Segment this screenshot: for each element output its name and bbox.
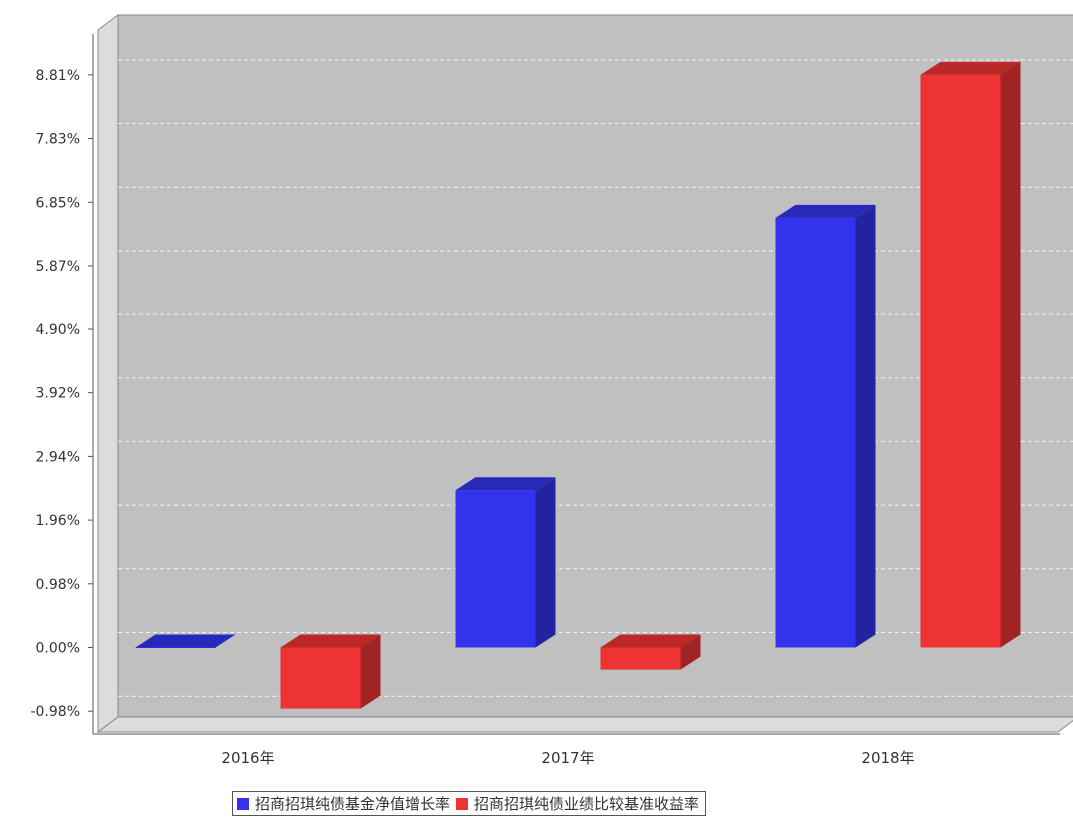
bar-side [1000, 61, 1021, 648]
bar-top [135, 634, 236, 648]
bar-side [360, 634, 381, 709]
bar-face [920, 74, 1001, 648]
bar-nav-growth-1 [455, 477, 556, 648]
x-axis: 2016年 2017年 2018年 [93, 733, 1060, 767]
x-tick-label: 2018年 [861, 749, 914, 767]
plot-left-wall [97, 14, 119, 733]
bar-face [600, 647, 681, 670]
plot-background [92, 14, 1073, 734]
y-tick-label: 2.94% [36, 449, 80, 465]
plot-floor [96, 716, 1073, 733]
bar-top [600, 634, 701, 648]
bar-side [680, 634, 701, 670]
legend: 招商招琪纯债基金净值增长率 招商招琪纯债业绩比较基准收益率 [232, 791, 707, 816]
y-tick-label: 4.90% [36, 322, 80, 338]
y-tick-label: 3.92% [36, 386, 80, 402]
bar-top [920, 61, 1021, 75]
legend-item-nav-growth: 招商招琪纯债基金净值增长率 [237, 793, 450, 814]
bar-face [775, 217, 856, 648]
legend-label-benchmark: 招商招琪纯债业绩比较基准收益率 [474, 795, 700, 813]
legend-item-benchmark: 招商招琪纯债业绩比较基准收益率 [456, 793, 699, 814]
grid-lines [118, 59, 1073, 697]
y-axis-ticks: -0.98% 0.00% 0.98% 1.96% 2.94% 3.92% 4.90% 5.87… [30, 68, 93, 720]
y-tick-label: 0.00% [36, 641, 80, 657]
bar-face [280, 647, 361, 709]
bar-side [855, 204, 876, 648]
bars [135, 61, 1021, 709]
y-tick-label: 5.87% [36, 259, 80, 275]
y-tick-label: 0.98% [36, 577, 80, 593]
legend-swatch-benchmark [456, 797, 469, 810]
bar-benchmark-2 [920, 61, 1021, 648]
y-tick-label: -0.98% [30, 704, 80, 720]
legend-swatch-nav-growth [237, 797, 249, 810]
plot-frame [117, 14, 1073, 717]
y-tick-label: 6.85% [36, 195, 80, 211]
bar-benchmark-0 [280, 634, 381, 709]
bar-top [775, 204, 876, 218]
legend-label-nav-growth: 招商招琪纯债基金净值增长率 [255, 795, 451, 813]
plot-back-wall [118, 15, 1073, 717]
bar-top [280, 634, 381, 648]
bar-nav-growth-0 [135, 634, 236, 648]
x-tick-label: 2016年 [221, 749, 274, 767]
bar-top [455, 477, 556, 491]
y-tick-label: 7.83% [36, 132, 80, 148]
x-tick-label: 2017年 [541, 749, 594, 767]
bar-face [135, 647, 216, 648]
y-tick-label: 8.81% [36, 68, 80, 84]
bar-side [535, 477, 556, 648]
bar-face [455, 490, 536, 648]
bar-benchmark-1 [600, 634, 701, 670]
bar-nav-growth-2 [775, 204, 876, 648]
y-tick-label: 1.96% [36, 513, 80, 529]
